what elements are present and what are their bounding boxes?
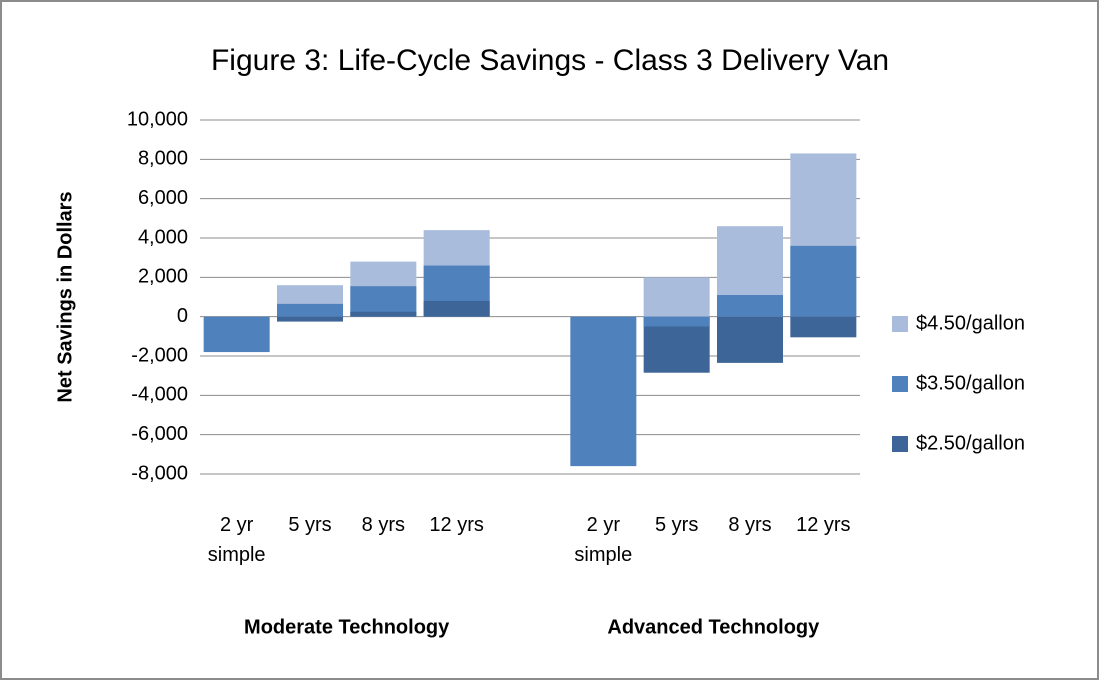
y-tick-label: 10,000 <box>127 108 188 130</box>
x-tick-label: 5 yrs <box>288 514 331 536</box>
y-tick-label: 0 <box>177 305 188 327</box>
x-tick-label: 2 yr simple <box>208 514 266 566</box>
x-tick-label: 12 yrs <box>429 514 483 536</box>
y-tick-label: -8,000 <box>131 462 188 484</box>
y-tick-label: 4,000 <box>138 226 188 248</box>
legend-label: $4.50/gallon <box>916 312 1025 334</box>
legend-swatch <box>892 316 908 332</box>
y-tick-label: -6,000 <box>131 423 188 445</box>
bar <box>643 316 710 327</box>
x-tick-label: 5 yrs <box>655 514 698 536</box>
legend-swatch <box>892 436 908 452</box>
group-label: Moderate Technology <box>244 616 450 638</box>
bar <box>203 316 270 353</box>
bar <box>790 245 857 317</box>
y-tick-label: 8,000 <box>138 148 188 170</box>
chart-title: Figure 3: Life-Cycle Savings - Class 3 D… <box>211 44 889 77</box>
y-tick-label: -4,000 <box>131 384 188 406</box>
y-axis-label: Net Savings in Dollars <box>54 191 76 402</box>
bar <box>350 286 417 317</box>
group-label: Advanced Technology <box>607 616 820 638</box>
bar <box>717 316 783 363</box>
x-tick-label: 8 yrs <box>728 514 771 536</box>
x-tick-label: 8 yrs <box>362 514 405 536</box>
x-tick-label: 12 yrs <box>796 514 850 536</box>
bar <box>277 316 343 322</box>
y-tick-label: 6,000 <box>138 187 188 209</box>
y-tick-label: 2,000 <box>138 266 188 288</box>
legend-label: $2.50/gallon <box>916 432 1025 454</box>
bar <box>423 300 490 317</box>
bar <box>790 316 857 338</box>
bar <box>717 295 783 317</box>
bar <box>570 316 637 467</box>
y-tick-label: -2,000 <box>131 344 188 366</box>
legend-swatch <box>892 376 908 392</box>
bar <box>350 311 417 317</box>
bar <box>643 277 710 317</box>
legend-label: $3.50/gallon <box>916 372 1025 394</box>
bar <box>277 303 343 317</box>
x-tick-label: 2 yr simple <box>574 514 632 566</box>
